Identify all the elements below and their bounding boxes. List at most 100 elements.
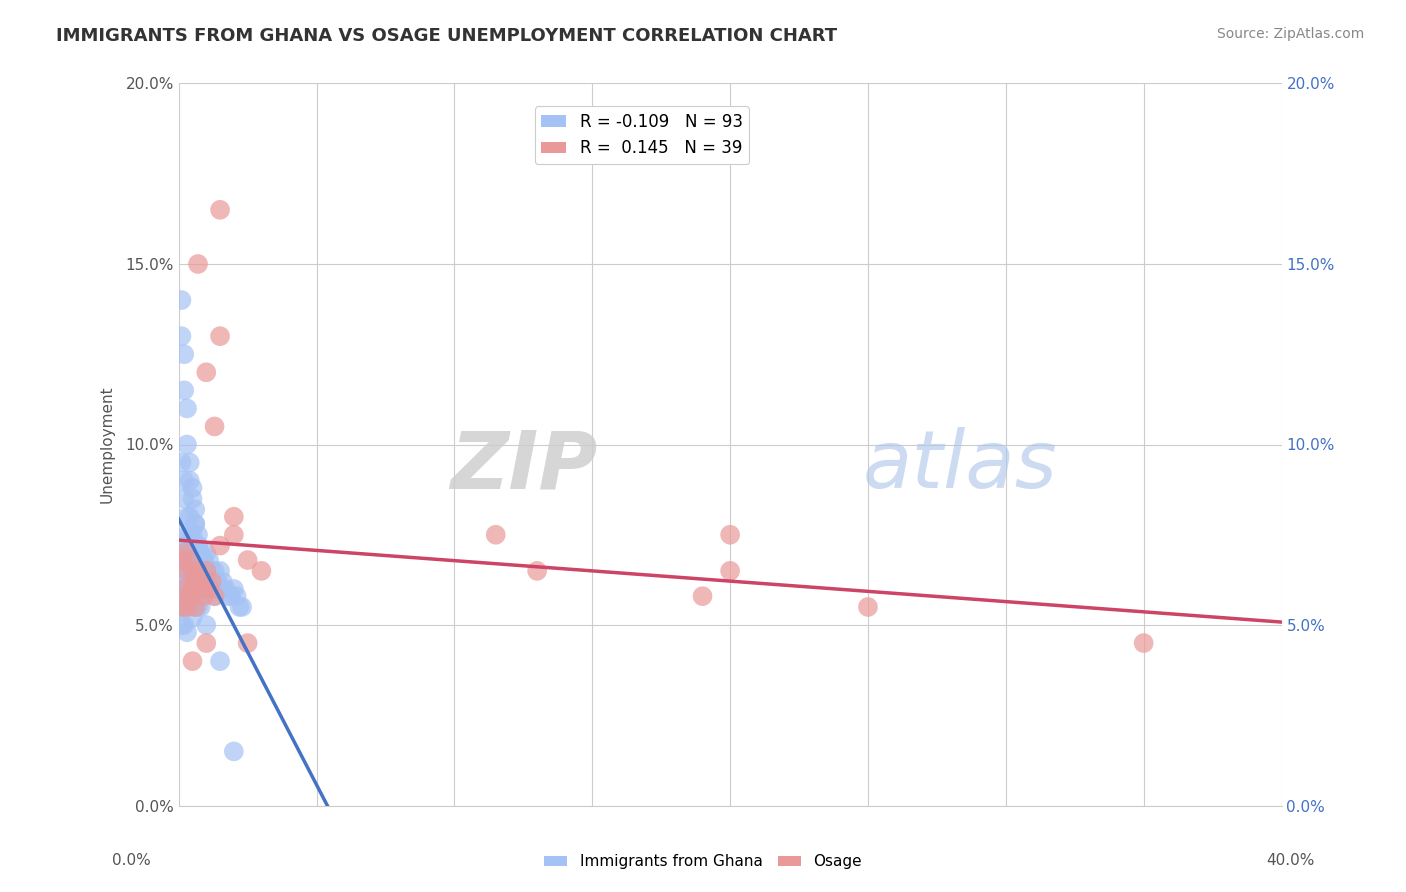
Point	[222, 582, 245, 596]
Text: Source: ZipAtlas.com: Source: ZipAtlas.com	[1216, 27, 1364, 41]
Point	[184, 516, 207, 531]
Point	[228, 599, 250, 614]
Point	[718, 564, 741, 578]
Point	[170, 546, 193, 560]
Point	[217, 589, 239, 603]
Point	[198, 553, 221, 567]
Point	[187, 257, 209, 271]
Point	[176, 509, 198, 524]
Point	[173, 589, 195, 603]
Point	[190, 582, 212, 596]
Point	[173, 491, 195, 506]
Point	[184, 564, 207, 578]
Point	[173, 546, 195, 560]
Point	[187, 589, 209, 603]
Point	[1132, 636, 1154, 650]
Point	[176, 589, 198, 603]
Point	[176, 437, 198, 451]
Point	[184, 502, 207, 516]
Point	[209, 564, 232, 578]
Point	[209, 329, 232, 343]
Point	[181, 553, 204, 567]
Point	[195, 582, 218, 596]
Point	[222, 744, 245, 758]
Point	[193, 553, 215, 567]
Point	[181, 528, 204, 542]
Point	[179, 539, 201, 553]
Point	[211, 574, 233, 589]
Point	[176, 401, 198, 416]
Point	[195, 564, 218, 578]
Point	[170, 564, 193, 578]
Point	[179, 582, 201, 596]
Point	[856, 599, 879, 614]
Point	[179, 456, 201, 470]
Point	[179, 589, 201, 603]
Point	[219, 589, 242, 603]
Point	[193, 589, 215, 603]
Point	[195, 636, 218, 650]
Point	[250, 564, 273, 578]
Point	[222, 528, 245, 542]
Point	[179, 528, 201, 542]
Point	[187, 539, 209, 553]
Point	[195, 618, 218, 632]
Point	[176, 546, 198, 560]
Point	[209, 654, 232, 668]
Point	[222, 509, 245, 524]
Point	[204, 582, 226, 596]
Point	[184, 574, 207, 589]
Text: 40.0%: 40.0%	[1267, 854, 1315, 868]
Point	[173, 384, 195, 398]
Point	[204, 589, 226, 603]
Point	[179, 553, 201, 567]
Point	[718, 528, 741, 542]
Point	[184, 599, 207, 614]
Point	[173, 582, 195, 596]
Point	[193, 574, 215, 589]
Point	[173, 574, 195, 589]
Point	[170, 329, 193, 343]
Point	[173, 618, 195, 632]
Point	[187, 528, 209, 542]
Point	[236, 553, 259, 567]
Point	[190, 582, 212, 596]
Point	[195, 546, 218, 560]
Text: 0.0%: 0.0%	[112, 854, 152, 868]
Point	[184, 574, 207, 589]
Point	[170, 599, 193, 614]
Point	[204, 589, 226, 603]
Point	[195, 564, 218, 578]
Point	[187, 539, 209, 553]
Point	[692, 589, 714, 603]
Point	[193, 553, 215, 567]
Point	[173, 347, 195, 361]
Point	[170, 618, 193, 632]
Point	[198, 574, 221, 589]
Point	[198, 582, 221, 596]
Point	[181, 611, 204, 625]
Point	[187, 599, 209, 614]
Point	[179, 599, 201, 614]
Point	[209, 582, 232, 596]
Point	[187, 564, 209, 578]
Point	[173, 553, 195, 567]
Point	[190, 546, 212, 560]
Point	[184, 546, 207, 560]
Text: atlas: atlas	[862, 427, 1057, 505]
Point	[181, 654, 204, 668]
Point	[207, 574, 229, 589]
Text: IMMIGRANTS FROM GHANA VS OSAGE UNEMPLOYMENT CORRELATION CHART: IMMIGRANTS FROM GHANA VS OSAGE UNEMPLOYM…	[56, 27, 838, 45]
Point	[176, 564, 198, 578]
Point	[231, 599, 253, 614]
Point	[209, 202, 232, 217]
Point	[181, 574, 204, 589]
Point	[204, 564, 226, 578]
Text: ZIP: ZIP	[450, 427, 598, 505]
Point	[485, 528, 508, 542]
Point	[187, 582, 209, 596]
Point	[209, 539, 232, 553]
Point	[173, 599, 195, 614]
Point	[190, 546, 212, 560]
Point	[181, 481, 204, 495]
